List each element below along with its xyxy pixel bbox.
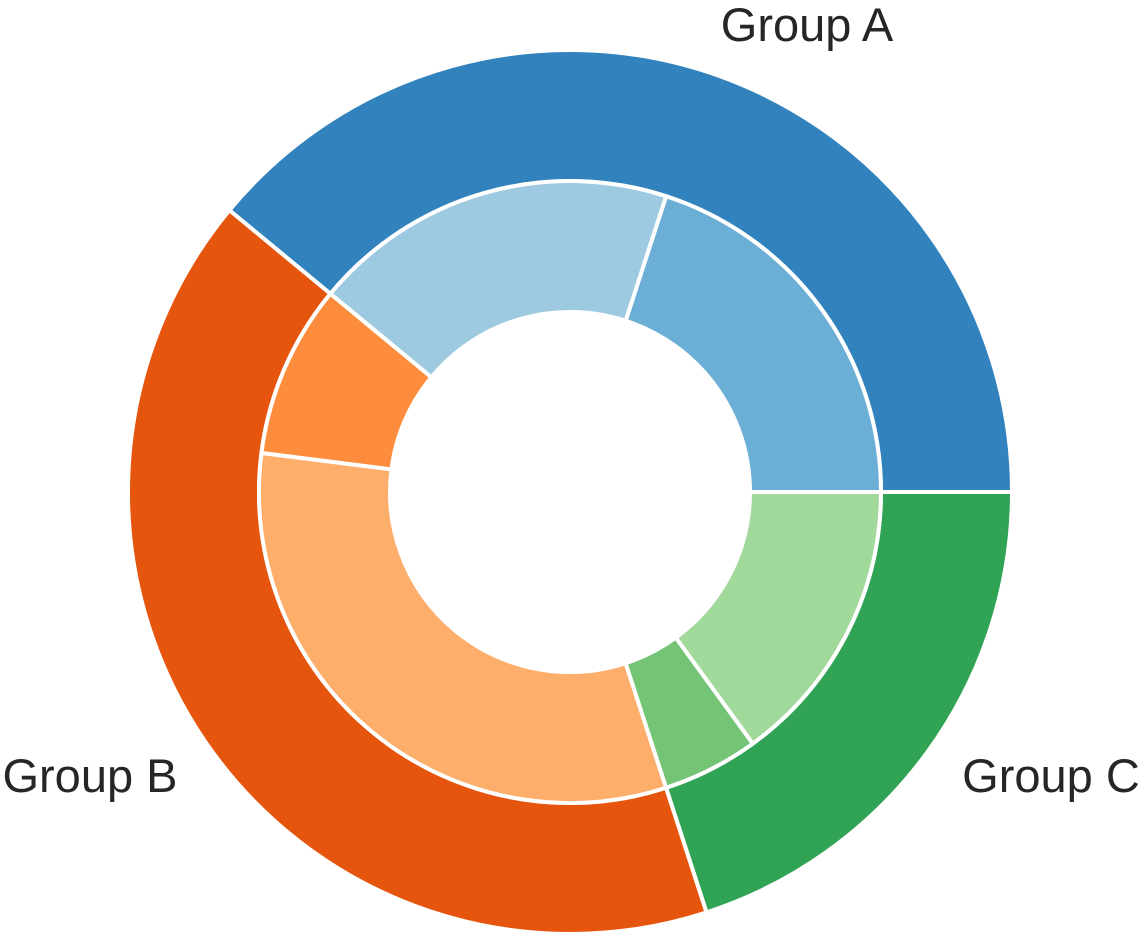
group-labels: Group A Group B Group C [2, 0, 1139, 802]
inner-ring [257, 179, 884, 805]
label-group-a: Group A [721, 0, 894, 51]
inner-wedge-c2 [673, 490, 884, 747]
inner-wedge-b2 [257, 450, 669, 805]
label-group-b: Group B [2, 749, 177, 802]
inner-wedge-a1 [623, 193, 884, 494]
label-group-c: Group C [962, 749, 1140, 802]
inner-wedge-a2 [327, 179, 669, 381]
